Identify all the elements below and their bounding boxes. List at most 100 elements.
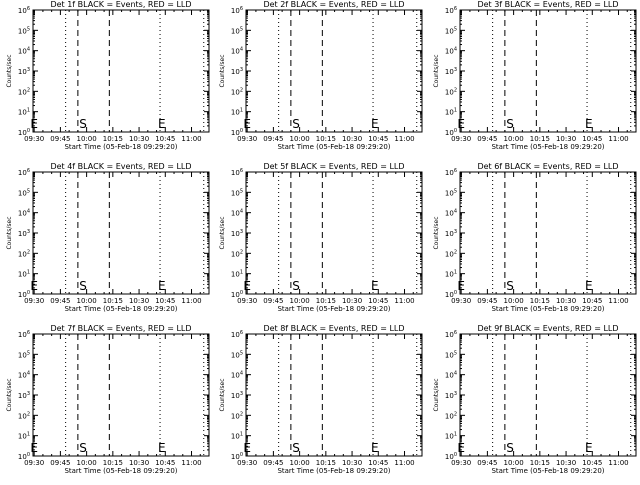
y-tick-label: 102	[231, 411, 243, 420]
marker-e: E	[243, 117, 251, 131]
plot-frame	[459, 9, 637, 133]
y-tick-label: 101	[445, 270, 457, 279]
marker-s: S	[79, 117, 87, 131]
y-tick-label: 104	[18, 209, 30, 218]
y-tick-label: 103	[231, 67, 243, 76]
y-tick-label: 101	[445, 108, 457, 117]
chart-title: Det 4f BLACK = Events, RED = LLD	[50, 162, 191, 171]
marker-e: E	[457, 117, 465, 131]
x-tick-label: 10:00	[77, 459, 97, 467]
detector-panel-7: Det 7f BLACK = Events, RED = LLD 100 101 10…	[6, 324, 210, 475]
x-tick-label: 11:00	[608, 297, 628, 305]
y-tick-label: 106	[18, 6, 30, 15]
marker-e: E	[457, 279, 465, 293]
y-tick-label: 100	[18, 128, 30, 137]
x-tick-label: 10:15	[103, 135, 123, 143]
x-tick-label: 10:45	[155, 459, 175, 467]
y-tick-label: 105	[231, 350, 243, 359]
x-tick-label: 10:30	[342, 135, 362, 143]
marker-e: E	[30, 441, 38, 455]
x-tick-label: 10:45	[155, 297, 175, 305]
y-tick-label: 104	[445, 371, 457, 380]
x-axis-label: Start Time (05-Feb-18 09:29:20)	[64, 467, 177, 475]
y-tick-label: 100	[231, 290, 243, 299]
x-axis-label: Start Time (05-Feb-18 09:29:20)	[64, 305, 177, 313]
x-tick-label: 10:15	[316, 459, 336, 467]
y-tick-label: 100	[18, 452, 30, 461]
marker-e: E	[30, 279, 38, 293]
x-tick-label: 11:00	[394, 459, 414, 467]
x-tick-label: 10:45	[155, 135, 175, 143]
detector-panel-8: Det 8f BLACK = Events, RED = LLD 100 101 10…	[219, 324, 423, 475]
x-tick-label: 10:00	[77, 297, 97, 305]
x-tick-label: 09:30	[237, 135, 257, 143]
x-tick-label: 10:00	[290, 135, 310, 143]
y-axis-label: Counts/sec	[433, 378, 440, 411]
y-tick-label: 105	[231, 26, 243, 35]
x-tick-label: 11:00	[394, 297, 414, 305]
x-tick-label: 10:30	[556, 297, 576, 305]
x-tick-label: 10:30	[342, 297, 362, 305]
y-tick-label: 104	[445, 209, 457, 218]
x-tick-label: 10:15	[103, 297, 123, 305]
y-tick-label: 104	[18, 371, 30, 380]
marker-e: E	[158, 117, 166, 131]
y-tick-label: 105	[445, 350, 457, 359]
x-tick-label: 10:15	[530, 135, 550, 143]
y-tick-label: 103	[18, 229, 30, 238]
y-tick-label: 104	[445, 47, 457, 56]
y-tick-label: 106	[231, 330, 243, 339]
x-tick-label: 11:00	[181, 297, 201, 305]
plot-frame	[245, 9, 423, 133]
x-axis-label: Start Time (05-Feb-18 09:29:20)	[277, 305, 390, 313]
y-axis-label: Counts/sec	[219, 54, 226, 87]
detector-panel-5: Det 5f BLACK = Events, RED = LLD 100 101 10…	[219, 162, 423, 313]
x-tick-label: 10:00	[77, 135, 97, 143]
plot-frame	[245, 333, 423, 457]
plot-frame	[245, 171, 423, 295]
y-axis-label: Counts/sec	[433, 54, 440, 87]
x-tick-label: 09:45	[477, 459, 497, 467]
x-axis-label: Start Time (05-Feb-18 09:29:20)	[491, 305, 604, 313]
y-tick-label: 103	[445, 391, 457, 400]
y-tick-label: 101	[231, 270, 243, 279]
marker-e: E	[371, 279, 379, 293]
y-tick-label: 102	[18, 411, 30, 420]
y-tick-label: 102	[445, 411, 457, 420]
chart-title: Det 2f BLACK = Events, RED = LLD	[263, 0, 404, 9]
marker-e: E	[585, 279, 593, 293]
y-tick-label: 104	[231, 371, 243, 380]
x-tick-label: 10:00	[504, 135, 524, 143]
x-tick-label: 10:30	[129, 135, 149, 143]
x-tick-label: 11:00	[394, 135, 414, 143]
marker-e: E	[585, 441, 593, 455]
y-tick-label: 101	[18, 432, 30, 441]
y-tick-label: 105	[18, 350, 30, 359]
y-tick-label: 100	[231, 128, 243, 137]
x-tick-label: 11:00	[608, 459, 628, 467]
y-tick-label: 106	[18, 168, 30, 177]
x-tick-label: 10:45	[582, 135, 602, 143]
x-tick-label: 10:30	[556, 459, 576, 467]
x-tick-label: 10:30	[129, 459, 149, 467]
marker-e: E	[457, 441, 465, 455]
x-axis-label: Start Time (05-Feb-18 09:29:20)	[277, 467, 390, 475]
marker-e: E	[30, 117, 38, 131]
chart-title: Det 5f BLACK = Events, RED = LLD	[263, 162, 404, 171]
x-tick-label: 09:45	[263, 297, 283, 305]
y-axis-label: Counts/sec	[6, 216, 13, 249]
x-tick-label: 10:15	[103, 459, 123, 467]
x-tick-label: 10:30	[342, 459, 362, 467]
y-tick-label: 103	[231, 229, 243, 238]
plot-frame	[32, 171, 210, 295]
y-tick-label: 103	[445, 229, 457, 238]
x-tick-label: 11:00	[181, 459, 201, 467]
marker-e: E	[371, 117, 379, 131]
x-tick-label: 09:30	[24, 297, 44, 305]
marker-e: E	[243, 279, 251, 293]
y-tick-label: 104	[231, 47, 243, 56]
y-tick-label: 103	[445, 67, 457, 76]
y-tick-label: 100	[445, 128, 457, 137]
y-tick-label: 100	[18, 290, 30, 299]
